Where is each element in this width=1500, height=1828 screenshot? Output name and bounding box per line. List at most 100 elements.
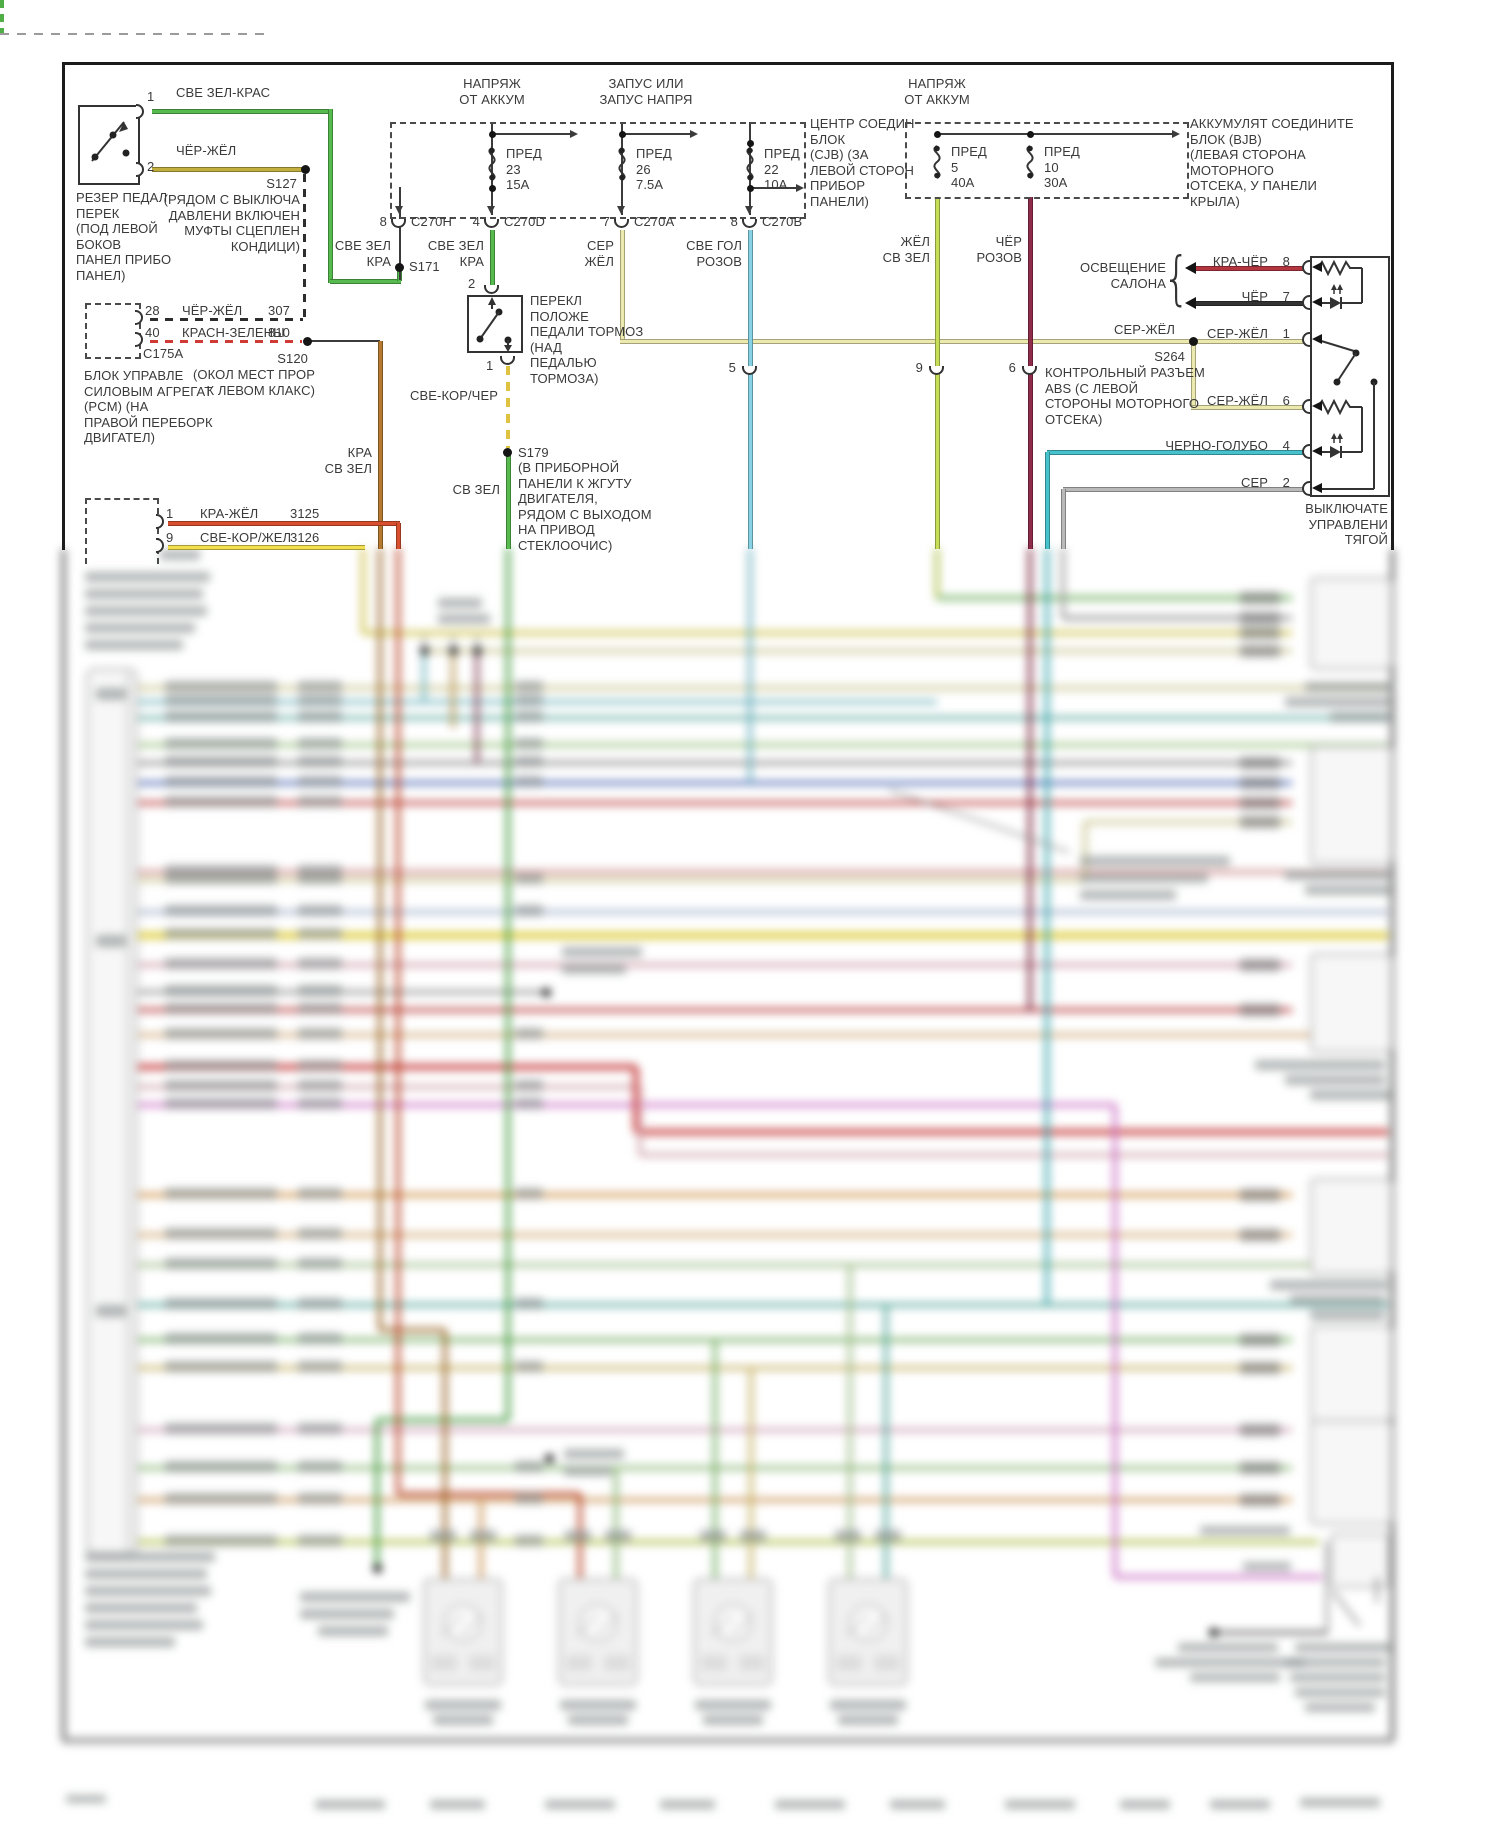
wire-segment: [848, 1265, 852, 1578]
traction-switch-internals: [1317, 259, 1378, 490]
frame-left-blur: [62, 549, 65, 1742]
wire-segment: [638, 1087, 642, 1155]
wire-segment: [138, 932, 1388, 939]
circuit-number-blob: [298, 776, 342, 787]
pin-arc: [1302, 444, 1310, 459]
wire-segment: [363, 631, 1292, 635]
wire-name-blob: [165, 1060, 277, 1071]
wire-segment: [138, 963, 1292, 967]
pcm-wire-307-circuit: 307: [268, 303, 290, 318]
traction-wire-label: СЕР-ЖЁЛ: [1207, 393, 1268, 408]
blurred-text: [438, 614, 490, 624]
pcm-pin28: 28: [145, 303, 160, 318]
switch-line: [1376, 1577, 1378, 1603]
arrow-left-icon: [1312, 401, 1322, 411]
blurred-text: [1285, 1075, 1385, 1085]
wire-label-sv-zel: СВ ЗЕЛ: [452, 482, 500, 497]
blurred-text: [564, 1449, 624, 1459]
fuse-label: ПРЕД 5 40A: [951, 144, 987, 190]
bjb-box: [905, 122, 1189, 199]
wire-name-blob: [165, 905, 277, 916]
junction-dot: [1208, 1627, 1218, 1637]
connector-stub: [1240, 1494, 1280, 1506]
blurred-text: [1120, 1800, 1170, 1809]
sensor-conn-blob: [430, 1530, 456, 1542]
wire-segment: [1045, 452, 1050, 549]
connector-stub: [1240, 612, 1280, 624]
connector-stub: [1240, 1462, 1280, 1474]
wire-label-kra-sv-zel: КРА СВ ЗЕЛ: [324, 445, 372, 476]
connector-arc-icon: [391, 219, 406, 228]
pin-arc: [136, 104, 144, 119]
junction-dot: [746, 184, 754, 192]
pin-arc: [136, 162, 144, 177]
sensor-tab: [604, 1655, 630, 1671]
dashed-wire-307-vert: [303, 174, 306, 319]
diagram-line: [399, 187, 401, 211]
blurred-text: [1295, 1688, 1385, 1697]
wire-label: СЕР ЖЁЛ: [584, 238, 614, 269]
traction-wire-label: ЧЁР: [1241, 289, 1268, 304]
sensor-conn-blob: [605, 1530, 631, 1542]
blurred-text: [1080, 890, 1176, 900]
blurred-text: [1330, 712, 1390, 722]
blurred-text: [1310, 1090, 1390, 1100]
lower-pin9: 9: [166, 530, 174, 545]
junction-dot: [541, 987, 551, 997]
component-box: [1330, 1533, 1390, 1588]
wire-name-blob: [165, 1098, 277, 1109]
wire-segment: [138, 1263, 1388, 1267]
circuit-number-blob: [298, 796, 342, 807]
connector-pin: 8: [379, 214, 387, 229]
pcm-wire-810-name: КРАСН-ЗЕЛЕНЫ: [182, 325, 285, 340]
left-connector-strip: [86, 668, 138, 1556]
splice-s264: S264: [1154, 349, 1185, 364]
arrow-left-icon: [1185, 297, 1196, 309]
pcm-pin40: 40: [145, 325, 160, 340]
traction-pin: 8: [1282, 254, 1290, 269]
sensor-label: [433, 1715, 493, 1725]
wire-label: СВЕ ЗЕЛ КРА: [427, 238, 484, 269]
sensor-tab: [836, 1655, 862, 1671]
blurred-text: [1255, 1060, 1385, 1070]
wire-segment: [937, 596, 1292, 600]
sensor-tab: [469, 1655, 495, 1671]
traction-pin: 1: [1282, 326, 1290, 341]
blurred-text: [66, 1795, 106, 1803]
sensor-label: [560, 1700, 636, 1710]
sensor-circle: [444, 1604, 482, 1642]
wire-label-chyor-rozov: ЧЁР РОЗОВ: [976, 234, 1022, 265]
wire-segment: [396, 548, 400, 1494]
pedal-switch-label: РЕЗЕР ПЕДАЛ ПЕРЕК (ПОД ЛЕВОЙ БОКОВ ПАНЕЛ…: [76, 190, 172, 283]
blurred-text: [1270, 1280, 1388, 1290]
traction-wire-label: СЕР: [1240, 475, 1268, 490]
junction-dot: [419, 645, 429, 655]
arrow-left-icon: [1312, 334, 1322, 344]
wire-segment: [138, 1008, 1292, 1012]
component-box: [1310, 953, 1393, 1053]
wire-name-blob: [165, 958, 277, 969]
pin-arc: [135, 332, 143, 347]
connector-stub: [1240, 959, 1280, 971]
wire-segment: [506, 548, 510, 1420]
wire-name-blob: [165, 1423, 277, 1434]
wire-segment: [361, 548, 365, 633]
wire-segment: [138, 686, 1388, 690]
wire-name-blob: [165, 1003, 277, 1014]
splice-dot-s120: [303, 337, 312, 346]
connector-pin: 7: [602, 214, 610, 229]
pin-number-blob: [515, 1028, 543, 1039]
wire-segment: [138, 716, 1388, 720]
wire-name-blob: [165, 873, 277, 884]
junction-dot: [488, 184, 496, 192]
arrow-down-icon: [617, 206, 625, 214]
connector-name: C270B: [762, 214, 803, 229]
pin-number-blob: [515, 738, 543, 749]
switch-line: [1326, 1542, 1328, 1634]
component-box: [1310, 1325, 1393, 1422]
wire-segment: [1191, 405, 1304, 410]
wire-segment: [1061, 548, 1065, 618]
pcm-wire-307-name: ЧЁР-ЖЁЛ: [182, 303, 243, 318]
wire-segment: [380, 1328, 445, 1332]
wire-segment: [375, 1420, 379, 1568]
